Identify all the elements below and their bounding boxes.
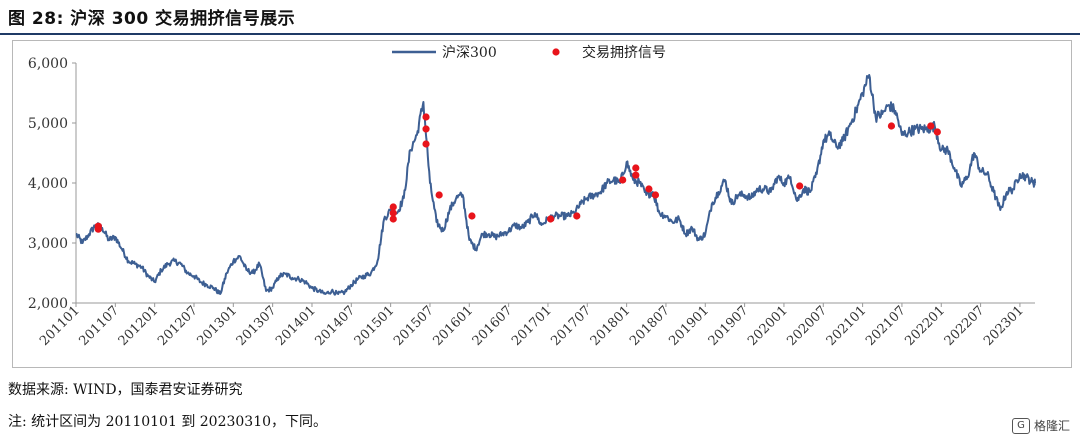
signal-point xyxy=(435,191,443,199)
x-tick-label: 201607 xyxy=(470,303,516,349)
x-tick-label: 201307 xyxy=(234,303,280,349)
series-line-hs300 xyxy=(75,74,1036,296)
y-tick-label: 3,000 xyxy=(28,236,68,252)
watermark: G 格隆汇 xyxy=(1011,417,1070,434)
watermark-logo-icon: G xyxy=(1011,417,1030,434)
x-tick-label: 202107 xyxy=(863,303,909,349)
x-tick-label: 202007 xyxy=(784,303,830,349)
signal-point xyxy=(933,128,941,136)
x-tick-label: 202201 xyxy=(902,303,948,349)
signal-point xyxy=(389,209,397,217)
x-tick-label: 201707 xyxy=(548,303,594,349)
x-tick-label: 201207 xyxy=(155,303,201,349)
x-tick-label: 202001 xyxy=(745,303,791,349)
y-tick-label: 2,000 xyxy=(28,296,68,312)
signal-point xyxy=(422,140,430,148)
signal-point xyxy=(927,122,935,130)
legend-label-signal: 交易拥挤信号 xyxy=(582,44,666,61)
signal-point xyxy=(422,125,430,133)
signal-point xyxy=(796,182,804,190)
signal-point xyxy=(94,225,102,233)
x-tick-label: 201501 xyxy=(352,303,398,349)
x-tick-label: 202301 xyxy=(981,303,1027,349)
signal-point xyxy=(573,212,581,220)
title-rule xyxy=(0,33,1080,35)
x-tick-label: 201807 xyxy=(627,303,673,349)
signal-point xyxy=(632,171,640,179)
x-tick-label: 201907 xyxy=(706,303,752,349)
signal-point xyxy=(651,191,660,199)
signal-point xyxy=(887,122,896,130)
x-tick-label: 202207 xyxy=(942,303,988,349)
signal-point xyxy=(645,185,653,193)
chart-frame xyxy=(12,40,1072,368)
x-tick-label: 201107 xyxy=(76,303,122,349)
source-note: 数据来源: WIND，国泰君安证券研究 xyxy=(8,382,243,398)
watermark-text: 格隆汇 xyxy=(1033,419,1070,433)
figure-title: 图 28: 沪深 300 交易拥挤信号展示 xyxy=(8,9,296,29)
signal-point xyxy=(619,176,627,184)
x-tick-label: 201701 xyxy=(509,303,555,349)
period-note: 注: 统计区间为 20110101 到 20230310，下同。 xyxy=(8,414,328,430)
x-tick-label: 201301 xyxy=(194,303,240,349)
legend-dot-swatch xyxy=(552,48,560,56)
x-tick-label: 201401 xyxy=(273,303,319,349)
signal-point xyxy=(468,212,476,220)
signal-point xyxy=(389,215,397,223)
y-tick-label: 5,000 xyxy=(28,116,68,132)
legend-label-hs300: 沪深300 xyxy=(442,45,497,61)
x-tick-label: 201601 xyxy=(430,303,476,349)
x-tick-label: 201407 xyxy=(312,303,358,349)
signal-point xyxy=(546,215,555,223)
signal-point xyxy=(422,113,430,121)
signal-point xyxy=(632,164,640,172)
line-chart: 2,0003,0004,0005,0006,000201101201107201… xyxy=(28,44,1036,349)
y-tick-label: 6,000 xyxy=(28,56,68,72)
x-tick-label: 201201 xyxy=(116,303,162,349)
x-tick-label: 201901 xyxy=(666,303,712,349)
y-tick-label: 4,000 xyxy=(28,176,68,192)
x-tick-label: 202101 xyxy=(824,303,870,349)
x-tick-label: 201507 xyxy=(391,303,437,349)
signal-point xyxy=(389,203,397,211)
x-tick-label: 201801 xyxy=(588,303,634,349)
